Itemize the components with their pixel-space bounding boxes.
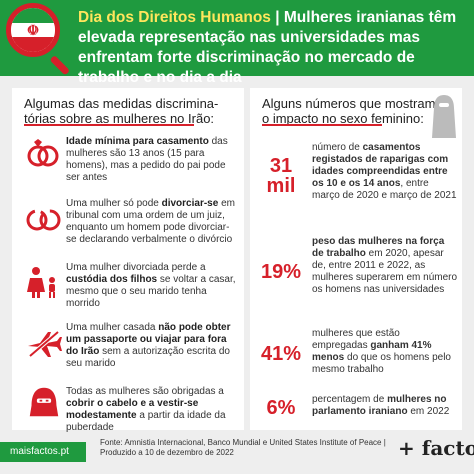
stat-text: percentagem de mulheres no parlamento ir… (312, 394, 458, 418)
numbers-panel: Alguns números que mostram o impacto no … (250, 88, 462, 430)
stat-number: 41% (256, 344, 306, 364)
magnifier-handle-icon (49, 55, 71, 76)
stat-value: 41% (260, 343, 302, 365)
measure-rest: sem a autorização escrita do seu marido (66, 346, 230, 369)
stat-bold: peso das mulheres na força de trabalho (312, 236, 445, 259)
measure-pre: Uma mulher divorciada perde a (66, 262, 206, 273)
stat-rest: do que os homens pelo mesmo trabalho (312, 352, 451, 375)
header-headline: Mulheres iranianas têm elevada represent… (78, 9, 457, 86)
measure-text: Uma mulher divorciada perde a custódia d… (66, 262, 238, 310)
broken-rings-icon (26, 209, 61, 231)
header-kicker: Dia dos Direitos Humanos (78, 9, 271, 26)
measure-bold: não pode obter um passaporte ou viajar p… (66, 322, 231, 357)
measures-title-line2: tórias sobre as mulheres no Irão: (24, 111, 215, 126)
header-title: Dia dos Direitos Humanos | Mulheres iran… (78, 8, 468, 88)
stat-number: 6% (256, 398, 306, 418)
numbers-title-line1: Alguns números que mostram (262, 96, 436, 111)
measure-rest: a partir da idade da puberdade (66, 410, 226, 433)
measure-rest: se voltar a casar, mesmo que o seu marid… (66, 274, 236, 309)
measures-title-line1: Algumas das medidas discrimina- (24, 96, 219, 111)
stat-bold: ganham 41% menos (312, 340, 432, 363)
brand-logo: + factos (398, 436, 474, 460)
measure-text: Todas as mulheres são obrigadas a cobrir… (66, 386, 238, 434)
measures-title: Algumas das medidas discrimina- tórias s… (24, 96, 218, 126)
hijab-woman-icon (432, 95, 456, 138)
measure-pre: Uma mulher só pode (66, 198, 162, 209)
stat-bold: mulheres no parlamento iraniano (312, 394, 447, 417)
measures-panel: Algumas das medidas discrimina- tórias s… (12, 88, 244, 433)
measure-bold: divorciar-se (161, 198, 219, 209)
title-divider (24, 124, 194, 126)
stat-bold: casamentos registados de raparigas com i… (312, 142, 449, 189)
stat-text: mulheres que estão empregadas ganham 41%… (312, 328, 458, 376)
stat-number: 19% (256, 262, 306, 282)
stat-rest: , entre março de 2020 e março de 2021 (312, 178, 457, 201)
stat-rest: em 2022 (407, 406, 450, 417)
stat-pre: mulheres que estão empregadas (312, 328, 400, 351)
family-icon (27, 267, 55, 298)
stat-value: 31 (269, 155, 293, 177)
stat-unit: mil (266, 175, 296, 197)
source-note: Fonte: Amnistia Internacional, Banco Mun… (100, 438, 386, 457)
stat-text: peso das mulheres na força de trabalho e… (312, 236, 458, 296)
site-link[interactable]: maisfactos.pt (0, 442, 86, 462)
measure-rest: em tribunal com uma ordem de um juiz, en… (66, 198, 235, 245)
numbers-title-line2: o impacto no sexo feminino: (262, 111, 424, 126)
stat-value: 19% (260, 261, 302, 283)
measure-pre: Todas as mulheres são obrigadas a (66, 386, 224, 397)
title-divider (262, 124, 382, 126)
stat-value: 6% (266, 397, 296, 419)
measure-text: Uma mulher casada não pode obter um pass… (66, 322, 238, 370)
measure-text: Idade mínima para casamento das mulheres… (66, 136, 238, 184)
iran-flag-magnifier-icon: ☫ (6, 3, 60, 57)
numbers-title: Alguns números que mostram o impacto no … (262, 96, 435, 126)
stat-pre: número de (312, 142, 363, 153)
measure-rest: das mulheres são 13 anos (15 para homens… (66, 136, 228, 183)
stat-text: número de casamentos registados de rapar… (312, 142, 458, 202)
stat-rest: em 2020, apesar de, entre 2011 e 2022, a… (312, 248, 458, 295)
rings-icon (27, 139, 59, 167)
no-travel-icon (28, 330, 62, 358)
niqab-icon (29, 387, 59, 417)
measure-bold: Idade mínima para casamento (66, 136, 209, 147)
measure-pre: Uma mulher casada (66, 322, 159, 333)
stat-pre: percentagem de (312, 394, 388, 405)
stat-number: 31 mil (256, 156, 306, 196)
measure-text: Uma mulher só pode divorciar-se em tribu… (66, 198, 238, 246)
header-banner: ☫ Dia dos Direitos Humanos | Mulheres ir… (0, 0, 474, 86)
measure-bold: cobrir o cabelo e a vestir-se modestamen… (66, 398, 199, 421)
measure-bold: custódia dos filhos (66, 274, 158, 285)
header-separator: | (270, 9, 284, 26)
